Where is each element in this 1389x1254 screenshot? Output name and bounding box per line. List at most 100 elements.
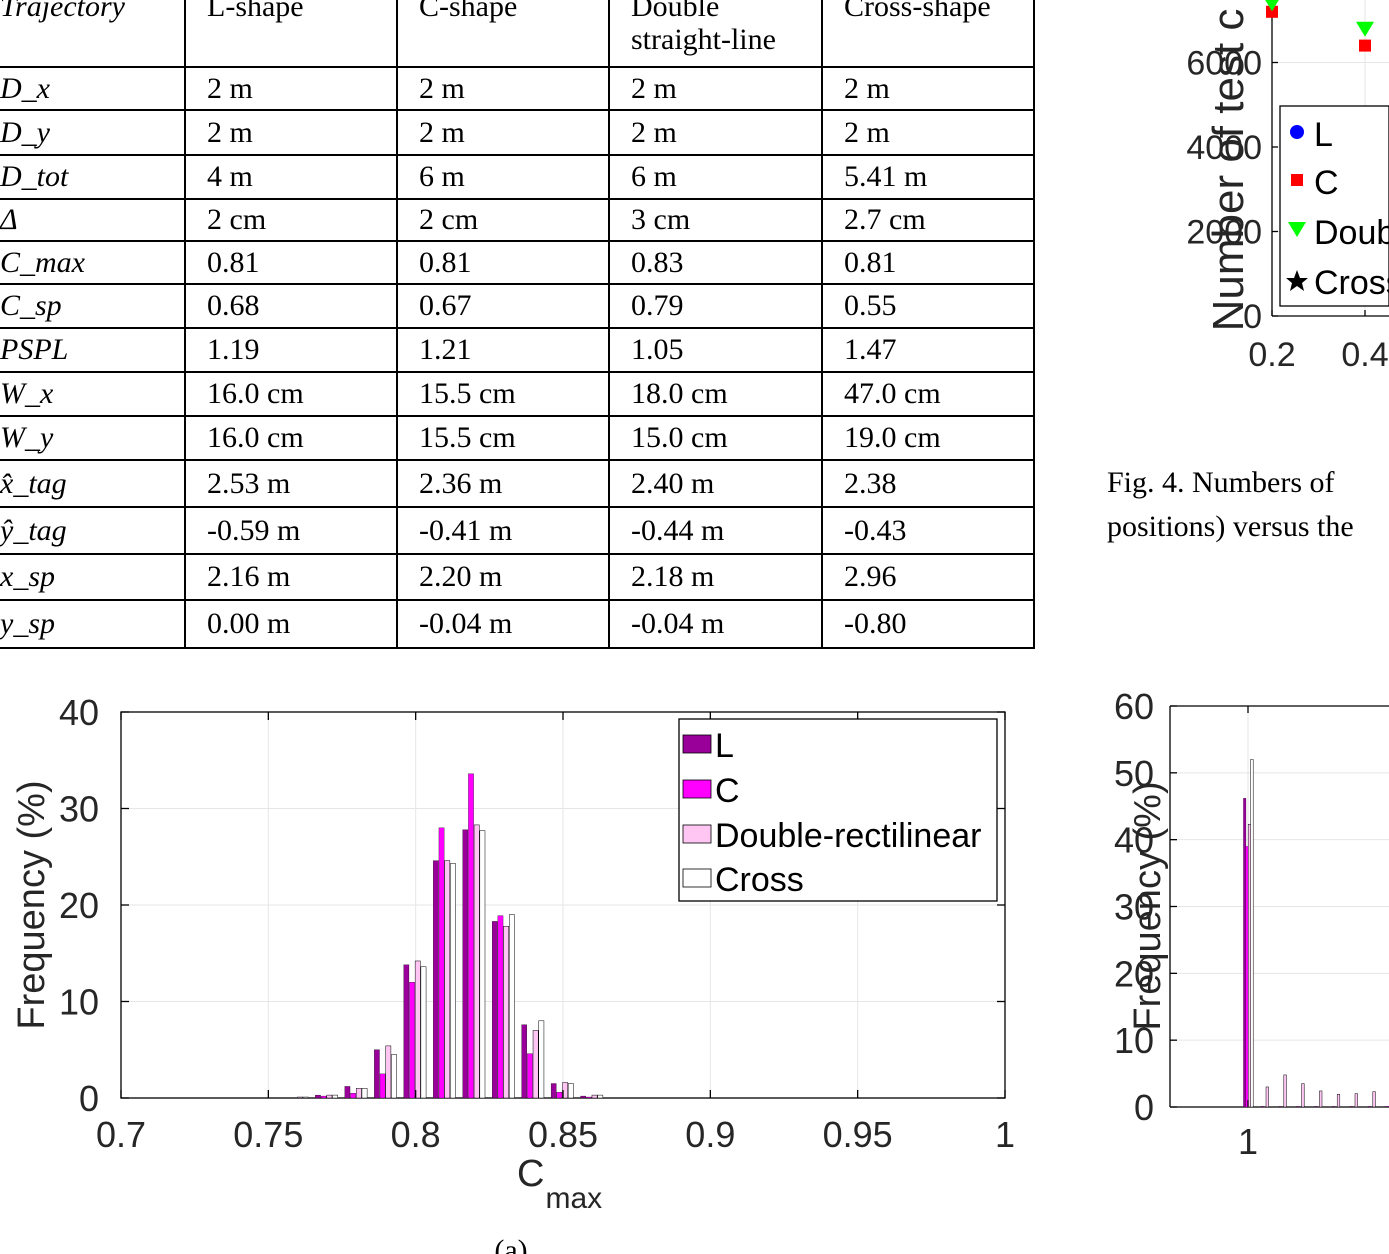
histogram-bar-cross xyxy=(302,1096,309,1099)
scatter-legend-box xyxy=(1279,105,1389,307)
histogram2-bar-l xyxy=(1243,798,1247,1108)
table-cell: 2 m xyxy=(396,66,610,111)
histogram2-bar-double-rectilinear xyxy=(1372,1091,1376,1108)
table-row: C_sp 0.68 0.67 0.79 0.55 xyxy=(0,283,1035,329)
table-row-label: x̂_tag xyxy=(0,459,186,508)
histogram-x-tick-label: 0.95 xyxy=(823,1114,893,1155)
scatter-y-axis-label: Number of test c xyxy=(1204,9,1253,332)
histogram-bar-double-rectilinear xyxy=(326,1094,333,1099)
table-cell: -0.41 m xyxy=(396,506,610,555)
histogram-bar-c xyxy=(320,1095,327,1099)
scatter-point-c xyxy=(1359,39,1371,52)
histogram-bar-cross xyxy=(509,914,515,1099)
table-cell: 2 m xyxy=(821,109,1035,156)
histogram-bar-l xyxy=(374,1049,380,1099)
scatter-legend-label: Cross xyxy=(1314,264,1389,302)
table-row-label: D_y xyxy=(0,109,186,156)
subfigure-label: (a) xyxy=(494,1234,527,1254)
scatter-point-double xyxy=(1356,21,1374,37)
table-cell: 2 m xyxy=(608,109,823,156)
histogram-bar-double-rectilinear xyxy=(297,1096,303,1099)
histogram-bar-l xyxy=(344,1086,351,1099)
scatter-y-tick-label: 4000 xyxy=(1186,129,1262,167)
table-row-label: y_sp xyxy=(0,599,186,649)
histogram2-bar-double-rectilinear xyxy=(1301,1083,1305,1108)
legend-marker-square xyxy=(1291,174,1303,186)
legend-marker-star xyxy=(1286,270,1308,291)
scatter-point-double xyxy=(1265,0,1279,12)
histogram-legend-label: Double-rectilinear xyxy=(715,817,981,855)
histogram-bar-l xyxy=(403,964,410,1099)
table-cell: 0.83 xyxy=(608,240,823,285)
histogram2-bar-double-rectilinear xyxy=(1336,1094,1341,1108)
histogram-bar-l xyxy=(521,1024,527,1099)
table-cell: 0.67 xyxy=(396,283,610,329)
table-row-label: x_sp xyxy=(0,553,186,601)
table-cell: 2 m xyxy=(184,109,398,156)
table-row-label: C_max xyxy=(0,240,186,285)
table-header-cell: Double straight-line xyxy=(608,0,823,58)
histogram-bar-c xyxy=(468,773,474,1099)
table-row-label: Δ xyxy=(0,198,186,242)
table-header-cell: C-shape xyxy=(396,0,610,58)
table-row-label: D_x xyxy=(0,66,186,111)
table-header-cell: Cross-shape xyxy=(821,0,1035,58)
histogram-y-tick-label: 0 xyxy=(79,1078,99,1119)
table-cell: 2.53 m xyxy=(184,459,398,508)
histogram-bar-l xyxy=(433,860,439,1099)
histogram-bar-double-rectilinear xyxy=(473,824,480,1099)
figure-caption-line-1: Fig. 4. Numbers of xyxy=(1107,466,1335,499)
table-row: W_x 16.0 cm 15.5 cm 18.0 cm 47.0 cm xyxy=(0,371,1035,417)
histogram-bar-c xyxy=(556,1092,563,1099)
table-row: y_sp 0.00 m -0.04 m -0.04 m -0.80 xyxy=(0,599,1035,649)
histogram-bar-l xyxy=(550,1083,557,1099)
histogram-bar-cross xyxy=(567,1083,574,1099)
histogram2-bar-double-rectilinear xyxy=(1354,1093,1358,1108)
table-row-label: W_x xyxy=(0,371,186,417)
histogram-bar-l xyxy=(492,921,498,1099)
histogram-bar-double-rectilinear xyxy=(385,1045,392,1099)
scatter-y-tick-label: 2000 xyxy=(1186,214,1262,252)
table-cell: 2 m xyxy=(396,109,610,156)
histogram-x-tick-label: 0.8 xyxy=(391,1114,441,1155)
histogram-legend-box xyxy=(678,718,998,902)
histogram-bar-l xyxy=(580,1095,586,1099)
table-cell: 16.0 cm xyxy=(184,371,398,417)
histogram-bar-c xyxy=(586,1096,592,1099)
histogram-bar-l xyxy=(315,1094,321,1099)
histogram2-y-tick-label: 0 xyxy=(1134,1087,1154,1128)
table-cell: 2.96 xyxy=(821,553,1035,601)
histogram2-bar-l xyxy=(1385,1106,1389,1108)
histogram-bar-cross xyxy=(538,1020,545,1099)
histogram2-bar-l xyxy=(1367,1106,1371,1108)
histogram-bar-l xyxy=(462,829,469,1099)
table-cell: 2 cm xyxy=(184,198,398,242)
table-cell: 2.20 m xyxy=(396,553,610,601)
table-cell: -0.59 m xyxy=(184,506,398,555)
table-cell: 0.79 xyxy=(608,283,823,329)
table-cell: 18.0 cm xyxy=(608,371,823,417)
histogram-y-axis-label: Frequency (%) xyxy=(11,780,53,1029)
histogram-bar-double-rectilinear xyxy=(414,960,421,1099)
table-row: x̂_tag 2.53 m 2.36 m 2.40 m 2.38 xyxy=(0,459,1035,508)
histogram2-y-axis-label: Frequency (%) xyxy=(1127,781,1169,1030)
histogram-bar-cross xyxy=(450,863,456,1099)
histogram2-y-tick-label: 20 xyxy=(1114,953,1154,994)
histogram-y-tick-label: 10 xyxy=(59,982,99,1023)
table-row: C_max 0.81 0.81 0.83 0.81 xyxy=(0,240,1035,285)
table-row-label: C_sp xyxy=(0,283,186,329)
table-cell: 0.55 xyxy=(821,283,1035,329)
table-cell: 1.05 xyxy=(608,327,823,373)
table-cell: 6 m xyxy=(608,154,823,200)
table-row: x_sp 2.16 m 2.20 m 2.18 m 2.96 xyxy=(0,553,1035,601)
histogram2-bar-l xyxy=(1296,1106,1300,1108)
table-cell: 2.18 m xyxy=(608,553,823,601)
histogram2-bar-l xyxy=(1261,1106,1264,1108)
histogram-bar-cross xyxy=(391,1054,397,1099)
histogram2-y-tick-label: 40 xyxy=(1114,820,1154,861)
histogram-legend-label: L xyxy=(715,727,734,765)
parameters-table: Trajectory L-shape C-shape Double straight-… xyxy=(0,0,1035,649)
histogram-legend-swatch xyxy=(682,824,712,844)
